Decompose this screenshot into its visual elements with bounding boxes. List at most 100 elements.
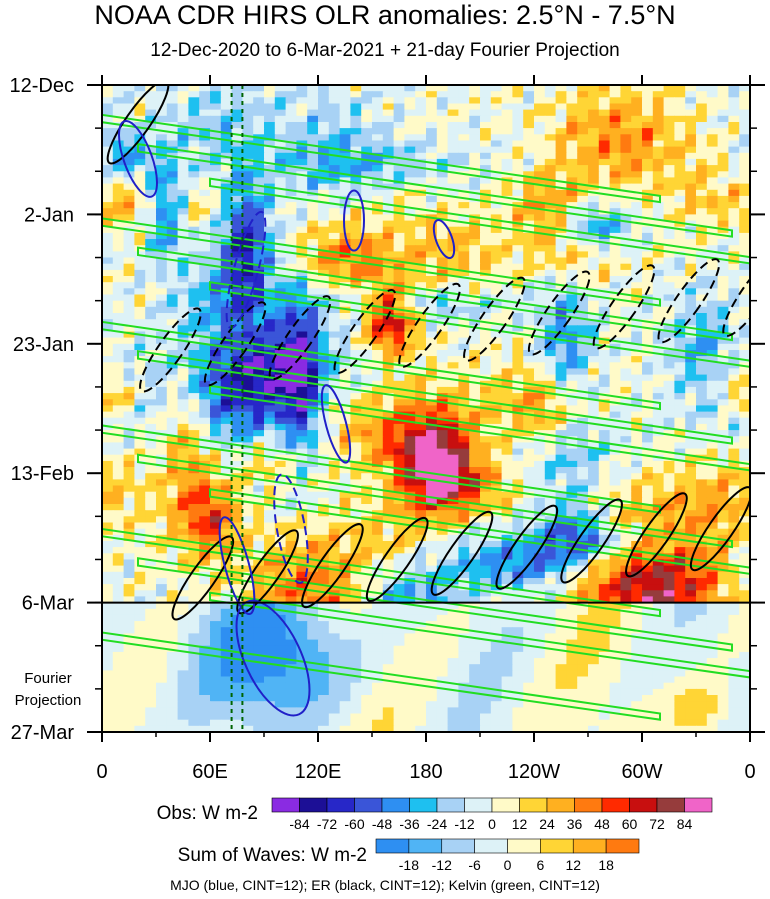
obs-cell bbox=[112, 158, 125, 166]
obs-cell bbox=[134, 208, 146, 215]
obs-cell bbox=[264, 522, 276, 530]
obs-cell bbox=[447, 380, 459, 388]
obs-cell bbox=[123, 319, 135, 326]
obs-cell bbox=[242, 368, 254, 376]
obs-cell bbox=[609, 214, 621, 222]
obs-cell bbox=[588, 343, 600, 351]
obs-cell bbox=[685, 386, 697, 394]
obs-cell bbox=[609, 306, 621, 314]
obs-cell bbox=[706, 374, 719, 382]
obs-cell bbox=[339, 306, 351, 314]
obs-cell bbox=[361, 189, 373, 197]
obs-cell bbox=[393, 423, 405, 431]
obs-cell bbox=[177, 276, 189, 283]
obs-cell bbox=[566, 220, 578, 228]
obs-cell bbox=[534, 97, 546, 105]
obs-cell bbox=[588, 479, 600, 487]
obs-cell bbox=[663, 109, 675, 117]
obs-cell bbox=[555, 380, 567, 388]
obs-cell bbox=[566, 350, 578, 357]
obs-cell bbox=[588, 331, 600, 339]
obs-cell bbox=[544, 152, 557, 160]
obs-cell bbox=[696, 565, 708, 573]
obs-cell bbox=[685, 405, 697, 413]
obs-cell bbox=[469, 473, 481, 480]
obs-cell bbox=[393, 460, 405, 468]
obs-cell bbox=[145, 276, 157, 283]
obs-cell bbox=[188, 294, 200, 302]
obs-cell bbox=[393, 485, 405, 493]
obs-cell bbox=[631, 590, 643, 598]
obs-cell bbox=[318, 146, 330, 154]
obs-cell bbox=[372, 374, 384, 382]
obs-cell bbox=[274, 189, 287, 197]
obs-cell bbox=[512, 214, 524, 222]
obs-cell bbox=[458, 128, 470, 135]
obs-cell bbox=[350, 331, 362, 339]
obs-cell bbox=[307, 337, 319, 345]
obs-cell bbox=[555, 534, 567, 542]
obs-cell bbox=[112, 269, 125, 277]
obs-cell bbox=[663, 239, 675, 246]
obs-cell bbox=[210, 245, 222, 252]
obs-cell bbox=[501, 239, 513, 246]
obs-cell bbox=[490, 380, 503, 388]
obs-cell bbox=[436, 189, 449, 197]
obs-cell bbox=[598, 158, 611, 166]
obs-cell bbox=[534, 584, 546, 591]
obs-cell bbox=[598, 497, 611, 505]
obs-cell bbox=[296, 226, 308, 234]
obs-cell bbox=[350, 319, 362, 326]
obs-cell bbox=[361, 541, 373, 548]
obs-cell bbox=[501, 232, 513, 240]
obs-cell bbox=[274, 559, 287, 567]
obs-cell bbox=[382, 522, 395, 530]
obs-cell bbox=[523, 313, 535, 320]
obs-cell bbox=[663, 232, 675, 240]
obs-cell bbox=[436, 183, 449, 191]
obs-cell bbox=[447, 177, 459, 185]
obs-cell bbox=[728, 350, 740, 357]
obs-cell bbox=[652, 140, 665, 148]
obs-cell bbox=[480, 528, 492, 536]
obs-cell bbox=[447, 85, 459, 92]
obs-cell bbox=[210, 596, 222, 604]
obs-cell bbox=[296, 485, 308, 493]
obs-cell bbox=[458, 183, 470, 191]
obs-cell bbox=[674, 183, 686, 191]
obs-cell bbox=[339, 541, 351, 548]
obs-cell bbox=[318, 165, 330, 172]
obs-cell bbox=[534, 239, 546, 246]
obs-cell bbox=[544, 158, 557, 166]
obs-cell bbox=[220, 331, 233, 339]
obs-cell bbox=[199, 337, 211, 345]
obs-cell bbox=[663, 541, 675, 548]
obs-cell bbox=[123, 479, 135, 487]
obs-cell bbox=[555, 460, 567, 468]
obs-cell bbox=[328, 208, 341, 215]
obs-cell bbox=[501, 337, 513, 345]
obs-cell bbox=[145, 386, 157, 394]
obs-cell bbox=[652, 189, 665, 197]
obs-cell bbox=[588, 584, 600, 591]
obs-cell bbox=[318, 522, 330, 530]
obs-cell bbox=[642, 226, 654, 234]
obs-cell bbox=[372, 115, 384, 123]
obs-cell bbox=[177, 454, 189, 462]
obs-cell bbox=[242, 337, 254, 345]
obs-cell bbox=[177, 467, 189, 474]
obs-cell bbox=[706, 473, 719, 480]
obs-cell bbox=[555, 522, 567, 530]
obs-cell bbox=[534, 202, 546, 209]
obs-cell bbox=[685, 214, 697, 222]
obs-cell bbox=[318, 356, 330, 363]
obs-cell bbox=[534, 528, 546, 536]
obs-cell bbox=[566, 300, 578, 308]
obs-cell bbox=[102, 294, 114, 302]
obs-cell bbox=[285, 343, 297, 351]
obs-cell bbox=[274, 497, 287, 505]
obs-cell bbox=[696, 276, 708, 283]
obs-cell bbox=[274, 245, 287, 252]
obs-cell bbox=[555, 343, 567, 351]
obs-cell bbox=[231, 115, 243, 123]
